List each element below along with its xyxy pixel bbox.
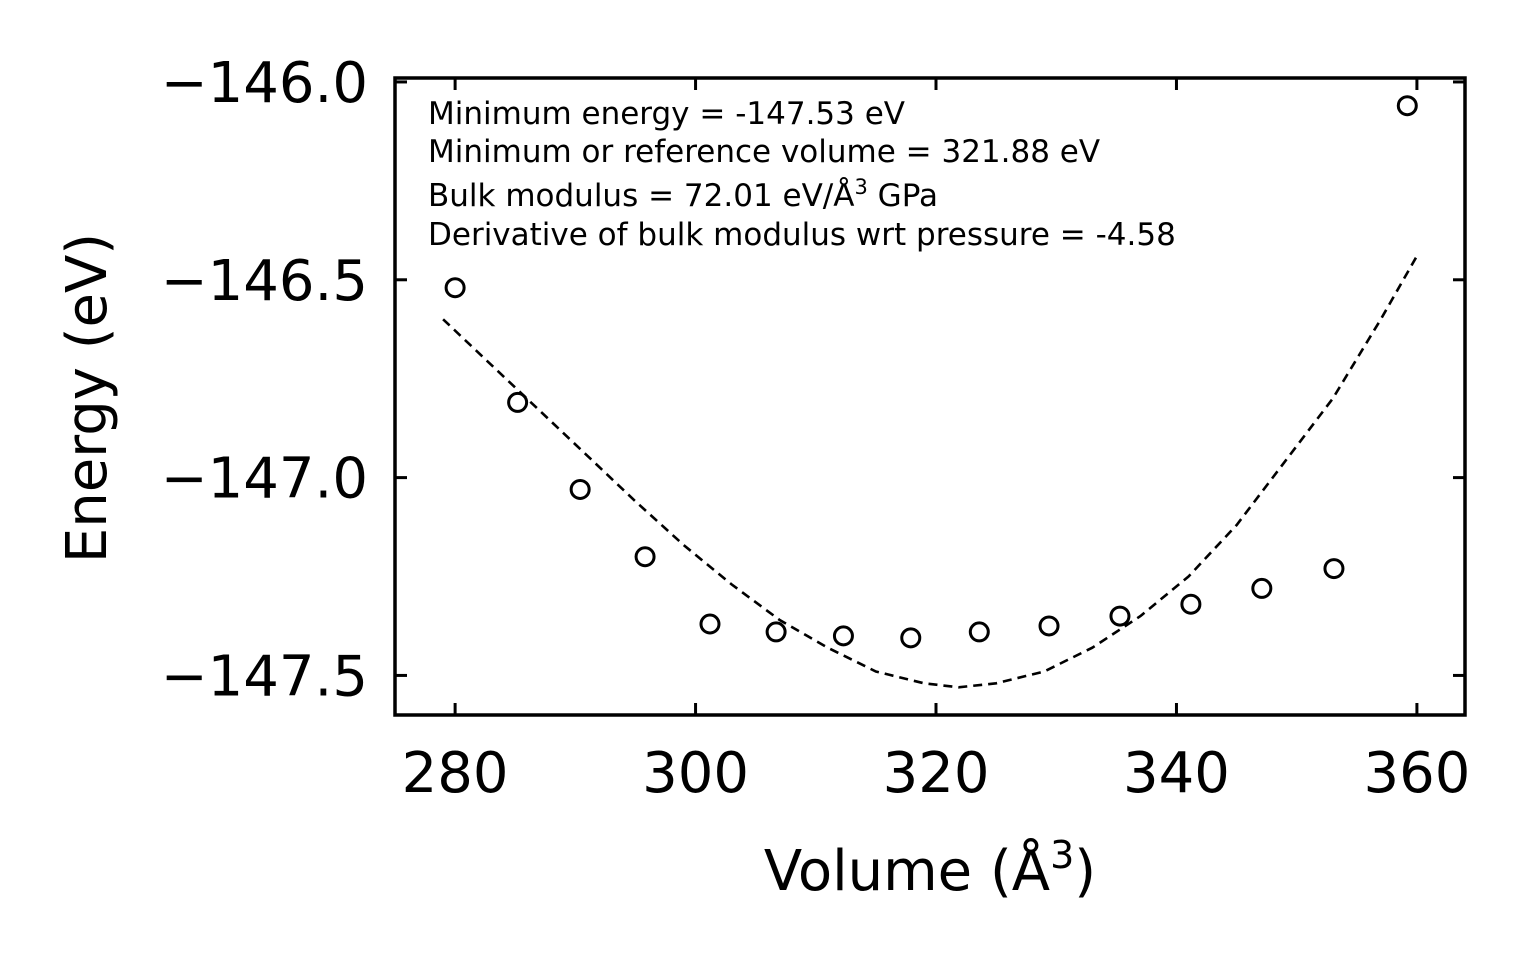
y-tick-labels: −146.0 −146.5 −147.0 −147.5 (161, 51, 368, 709)
y-tick-label: −146.0 (161, 51, 368, 116)
data-point (1109, 605, 1131, 627)
data-point (900, 627, 922, 649)
y-axis-title: Energy (eV) (55, 233, 120, 563)
annotation-bulk-modulus-tail: GPa (868, 178, 938, 214)
annotation-min-volume: Minimum or reference volume = 321.88 eV (428, 134, 1100, 170)
annotation-min-energy: Minimum energy = -147.53 eV (428, 96, 905, 132)
data-point (765, 621, 787, 643)
x-tick-label: 280 (402, 741, 509, 806)
x-tick-label: 340 (1123, 741, 1230, 806)
data-points (444, 95, 1418, 649)
y-tick-label: −146.5 (161, 249, 368, 314)
annotation-bulk-derivative: Derivative of bulk modulus wrt pressure … (428, 217, 1176, 253)
data-point (569, 478, 591, 500)
x-tick-label: 360 (1363, 741, 1470, 806)
data-point (968, 621, 990, 643)
data-point (634, 546, 656, 568)
data-point (1180, 593, 1202, 615)
annotation-bulk-modulus-main: Bulk modulus = 72.01 eV/Å (428, 178, 854, 214)
data-point (1323, 558, 1345, 580)
data-point (699, 613, 721, 635)
x-axis-title-sup: 3 (1050, 833, 1074, 877)
axis-ticks (395, 78, 1465, 715)
annotation-bulk-modulus: Bulk modulus = 72.01 eV/Å3 GPa (428, 175, 938, 214)
x-axis-title: Volume (Å3) (764, 833, 1096, 904)
y-tick-label: −147.5 (161, 644, 368, 709)
y-tick-label: −147.0 (161, 447, 368, 512)
fit-curve (442, 255, 1419, 689)
x-tick-label: 300 (642, 741, 749, 806)
x-axis-title-main: Volume (Å (764, 838, 1050, 904)
data-point (1038, 615, 1060, 637)
x-tick-labels: 280 300 320 340 360 (402, 741, 1471, 806)
annotation-bulk-modulus-sup: 3 (854, 175, 867, 199)
data-point (1251, 577, 1273, 599)
data-point (1396, 95, 1418, 117)
x-tick-label: 320 (883, 741, 990, 806)
data-point (832, 625, 854, 647)
data-point (507, 391, 529, 413)
data-point (444, 277, 466, 299)
x-axis-title-close: ) (1074, 839, 1096, 904)
plot-frame (393, 76, 1467, 717)
